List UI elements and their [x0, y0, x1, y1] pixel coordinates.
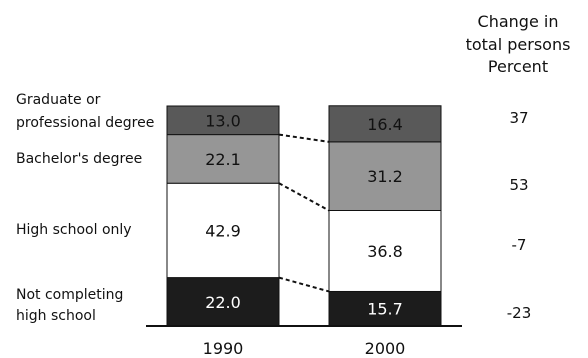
data-label-1-1990: 42.9 — [205, 221, 241, 240]
change-value-3: 37 — [509, 109, 528, 127]
connector-lines — [278, 133, 330, 293]
series-label-1: High school only — [16, 222, 132, 238]
data-label-0-2000: 15.7 — [367, 300, 403, 319]
series-label-line: Bachelor's degree — [16, 151, 142, 167]
change-header: Change in total persons Percent — [466, 12, 571, 76]
bar-segment-0-1990 — [166, 277, 280, 327]
series-label-0: Not completing high school — [16, 287, 123, 324]
change-value-1: -7 — [512, 236, 527, 254]
bar-segment-1-1990 — [166, 182, 280, 279]
x-tick-label-1990: 1990 — [203, 339, 244, 358]
data-label-3-1990: 13.0 — [205, 111, 241, 130]
change-header-line-2: Percent — [488, 57, 548, 76]
connector-line-1 — [278, 182, 330, 212]
bar-segment-3-1990 — [166, 105, 280, 136]
data-label-2-2000: 31.2 — [367, 167, 403, 186]
bar-segment-3-2000 — [328, 105, 442, 143]
data-label-0-1990: 22.0 — [205, 293, 241, 312]
connector-line-2 — [278, 133, 330, 143]
series-label-line: professional degree — [16, 115, 154, 131]
data-label-2-1990: 22.1 — [205, 150, 241, 169]
connector-line-0 — [278, 276, 330, 293]
change-value-2: 53 — [509, 176, 528, 194]
series-label-line: Not completing — [16, 287, 123, 303]
series-label-line: high school — [16, 308, 96, 324]
change-header-line-1: total persons — [466, 35, 571, 54]
data-label-3-2000: 16.4 — [367, 115, 403, 134]
series-label-3: Graduate or professional degree — [16, 92, 154, 131]
x-tick-label-2000: 2000 — [365, 339, 406, 358]
x-axis: 1990 2000 — [146, 325, 462, 358]
bar-segment-2-2000 — [328, 141, 442, 211]
series-label-line: High school only — [16, 222, 132, 238]
change-value-0: -23 — [507, 304, 532, 322]
series-label-line: Graduate or — [16, 92, 101, 108]
series-labels: Not completing high school High school onl… — [16, 92, 154, 324]
data-label-1-2000: 36.8 — [367, 242, 403, 261]
series-label-2: Bachelor's degree — [16, 151, 142, 167]
change-values: -23 -7 53 37 — [507, 109, 532, 322]
change-header-line-0: Change in — [478, 12, 559, 31]
bars: 22.0 42.9 22.1 13.0 15.7 36.8 31.2 16.4 — [166, 105, 442, 327]
bar-segment-1-2000 — [328, 210, 442, 292]
